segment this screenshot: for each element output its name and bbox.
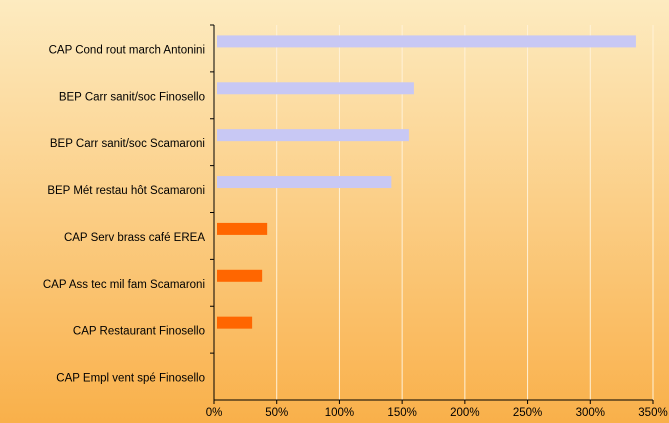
x-tick-label: 300% [576,407,605,419]
bar [217,176,392,189]
y-tick-label: CAP Empl vent spé Finosello [56,373,205,385]
x-tick-label: 100% [325,407,354,419]
y-tick-label: CAP Ass tec mil fam Scamaroni [43,279,205,291]
bar [217,82,414,95]
y-tick-label: BEP Carr sanit/soc Scamaroni [50,138,205,150]
bar [217,269,263,282]
y-tick-label: CAP Serv brass café EREA [64,232,205,244]
bar [217,129,409,142]
bar [217,316,253,329]
x-tick-label: 350% [638,407,667,419]
x-tick-label: 250% [513,407,542,419]
bar [217,222,268,235]
x-tick-label: 200% [450,407,479,419]
y-tick-label: CAP Restaurant Finosello [73,326,205,338]
y-tick-label: BEP Carr sanit/soc Finosello [59,91,205,103]
y-tick-label: CAP Cond rout march Antonini [49,44,205,56]
x-tick-label: 150% [387,407,416,419]
bar [217,35,636,48]
x-tick-label: 0% [206,407,223,419]
x-tick-label: 50% [265,407,288,419]
y-tick-label: BEP Mét restau hôt Scamaroni [47,185,205,197]
